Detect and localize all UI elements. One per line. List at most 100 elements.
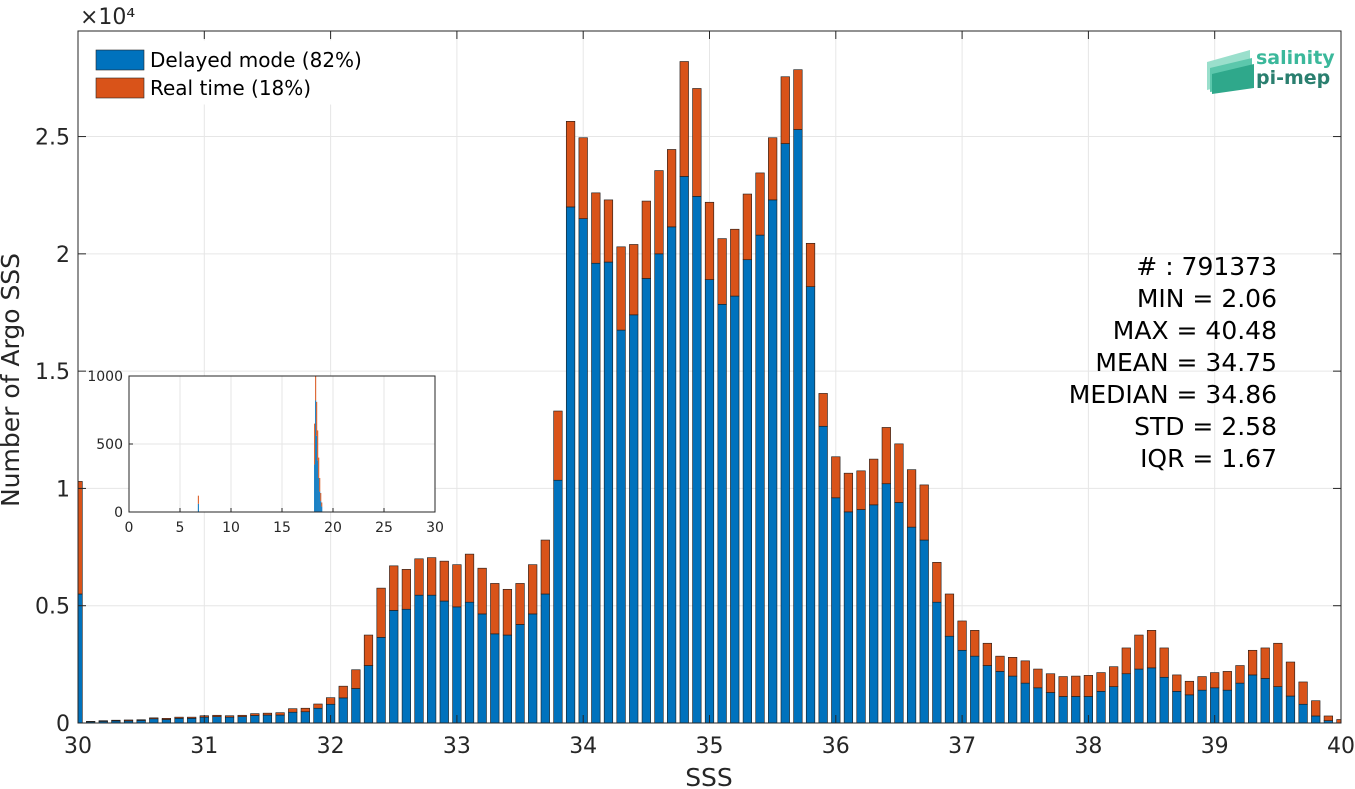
bar-delayed bbox=[591, 262, 601, 724]
wave-layers-icon bbox=[1207, 50, 1254, 94]
bar-delayed bbox=[1285, 695, 1296, 724]
bar-realtime bbox=[351, 669, 361, 689]
bar-realtime bbox=[187, 716, 197, 719]
bar-delayed bbox=[578, 218, 588, 724]
inset-bar-delayed bbox=[314, 464, 316, 512]
bar-realtime bbox=[1071, 675, 1081, 697]
bar-realtime bbox=[212, 714, 222, 717]
logo-text-salinity: salinity bbox=[1256, 47, 1335, 69]
bar-realtime bbox=[730, 228, 740, 297]
bar-realtime bbox=[1197, 676, 1207, 691]
bar-delayed bbox=[629, 314, 639, 724]
inset-bar-delayed bbox=[321, 506, 323, 512]
inset-bar-realtime bbox=[318, 457, 320, 478]
bar-realtime bbox=[1045, 673, 1056, 693]
bar-delayed bbox=[919, 539, 929, 724]
y-tick-label: 2.5 bbox=[35, 126, 70, 151]
bar-realtime bbox=[742, 193, 752, 261]
bar-delayed bbox=[818, 425, 828, 724]
bar-delayed bbox=[452, 606, 462, 724]
bar-delayed bbox=[250, 715, 260, 724]
bar-delayed bbox=[1134, 668, 1144, 724]
bar-realtime bbox=[616, 246, 626, 331]
bar-realtime bbox=[957, 620, 967, 651]
bar-realtime bbox=[98, 720, 108, 722]
bar-realtime bbox=[944, 593, 955, 637]
bar-delayed bbox=[730, 295, 740, 724]
bar-realtime bbox=[692, 88, 702, 197]
y-tick-label: 1 bbox=[56, 477, 70, 502]
x-tick-label: 32 bbox=[317, 734, 345, 759]
bar-realtime bbox=[629, 244, 639, 316]
bar-delayed bbox=[641, 278, 651, 724]
bar-delayed bbox=[603, 261, 614, 724]
y-exponent-label: ×10⁴ bbox=[80, 5, 135, 30]
bar-realtime bbox=[1311, 700, 1321, 717]
bar-realtime bbox=[1222, 671, 1232, 691]
bar-realtime bbox=[1172, 674, 1182, 692]
bar-realtime bbox=[1323, 715, 1333, 721]
bar-delayed bbox=[553, 479, 563, 724]
legend-swatch-realtime bbox=[95, 77, 145, 99]
bar-delayed bbox=[1071, 696, 1081, 724]
bar-delayed bbox=[717, 303, 727, 724]
bar-delayed bbox=[1109, 686, 1119, 724]
bar-delayed bbox=[1311, 715, 1321, 724]
x-tick-label: 33 bbox=[443, 734, 471, 759]
bar-delayed bbox=[1260, 678, 1270, 724]
bar-realtime bbox=[654, 170, 664, 255]
bar-realtime bbox=[982, 642, 992, 666]
bar-delayed bbox=[338, 697, 348, 724]
bar-realtime bbox=[553, 410, 563, 481]
bar-realtime bbox=[1273, 642, 1283, 687]
bar-delayed bbox=[161, 719, 172, 724]
bar-realtime bbox=[1235, 665, 1245, 684]
x-tick-label: 30 bbox=[64, 734, 92, 759]
bar-realtime bbox=[540, 539, 550, 595]
inset-y-tick-label: 0 bbox=[114, 505, 123, 521]
bar-delayed bbox=[490, 633, 500, 724]
bar-delayed bbox=[755, 234, 765, 724]
inset-bar-realtime bbox=[314, 423, 316, 465]
inset-x-tick-label: 15 bbox=[273, 520, 291, 536]
bar-realtime bbox=[843, 472, 854, 513]
bar-realtime bbox=[464, 553, 475, 603]
bar-realtime bbox=[376, 587, 386, 638]
bar-realtime bbox=[1020, 660, 1030, 684]
bar-realtime bbox=[995, 655, 1005, 672]
inset-bar-realtime bbox=[197, 495, 199, 504]
bar-realtime bbox=[313, 703, 323, 709]
bar-delayed bbox=[1033, 687, 1043, 724]
bar-realtime bbox=[363, 634, 374, 666]
x-axis-label: SSS bbox=[685, 763, 733, 789]
bar-delayed bbox=[262, 714, 273, 724]
bar-realtime bbox=[894, 443, 904, 503]
x-tick-label: 36 bbox=[822, 734, 850, 759]
bar-delayed bbox=[376, 637, 386, 724]
bar-realtime bbox=[326, 697, 336, 705]
inset-x-tick-label: 5 bbox=[176, 520, 185, 536]
bar-delayed bbox=[856, 509, 866, 724]
bar-delayed bbox=[565, 206, 576, 724]
bar-delayed bbox=[831, 497, 841, 724]
bar-delayed bbox=[1247, 674, 1258, 724]
bar-realtime bbox=[1058, 676, 1068, 697]
bar-delayed bbox=[1121, 673, 1131, 724]
bar-delayed bbox=[414, 594, 424, 724]
bar-realtime bbox=[717, 238, 727, 305]
x-tick-label: 40 bbox=[1327, 734, 1355, 759]
bar-realtime bbox=[869, 458, 879, 506]
bar-realtime bbox=[755, 172, 765, 236]
bar-realtime bbox=[490, 583, 500, 635]
bar-realtime bbox=[856, 470, 866, 510]
inset-bars bbox=[197, 376, 323, 512]
bar-delayed bbox=[805, 286, 816, 724]
bar-delayed bbox=[515, 624, 525, 724]
legend-swatch-delayed bbox=[95, 49, 145, 71]
bar-delayed bbox=[932, 601, 942, 724]
bar-realtime bbox=[275, 712, 285, 716]
salinity-pimep-logo: salinity pi-mep bbox=[1207, 47, 1335, 94]
legend-label-realtime: Real time (18%) bbox=[150, 76, 311, 100]
bar-realtime bbox=[881, 427, 891, 485]
